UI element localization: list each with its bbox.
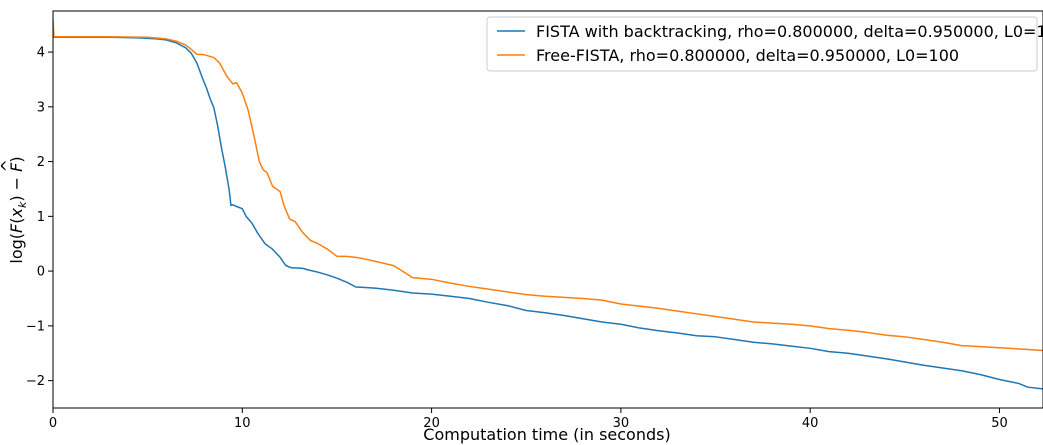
legend-box [486,16,1038,72]
y-tick-label: 2 [37,155,45,170]
y-axis-title-minus: ) − [7,172,26,202]
y-axis-title-suffix: ) [7,156,26,162]
series-group [53,19,1043,390]
x-tick-label: 50 [991,416,1008,431]
svg-text:log(F(xk) − F): log(F(xk) − F) [7,156,29,263]
x-tick-label: 30 [613,416,630,431]
y-axis-title-prefix: log( [7,233,26,264]
legend: FISTA with backtracking, rho=0.800000, d… [486,16,1043,72]
x-tick-label: 10 [234,416,251,431]
x-axis-title: Computation time (in seconds) [423,425,670,444]
y-tick-label: 3 [37,100,45,115]
y-tick-label: −1 [26,319,45,334]
x-tick-label: 40 [802,416,819,431]
y-tick-label: 4 [37,46,45,61]
y-axis-title-f: F [7,223,26,233]
y-axis-title-subscript-k: k [16,201,29,208]
y-axis-title-f-hat: F [7,162,26,172]
series-line-2 [53,19,1043,352]
plot-area: 0 10 20 30 40 50 −2 −1 0 1 2 3 4 FISTA with backtrack… [26,10,1043,431]
y-tick-label: −2 [26,374,45,389]
y-axis-title: log(F(xk) − F) ^ [0,156,29,263]
y-tick-label: 0 [37,265,45,280]
x-tick-label: 20 [423,416,440,431]
y-axis-title-open-paren: ( [7,218,26,224]
x-tick-label: 0 [49,416,57,431]
y-tick-label: 1 [37,210,45,225]
y-axis-title-x: x [7,208,26,219]
plot-frame [52,10,1043,409]
series-line-1 [53,27,1043,390]
legend-label-2: Free-FISTA, rho=0.800000, delta=0.950000… [536,46,959,65]
y-axis-title-hat: ^ [0,159,17,172]
legend-label-1: FISTA with backtracking, rho=0.800000, d… [536,22,1043,41]
